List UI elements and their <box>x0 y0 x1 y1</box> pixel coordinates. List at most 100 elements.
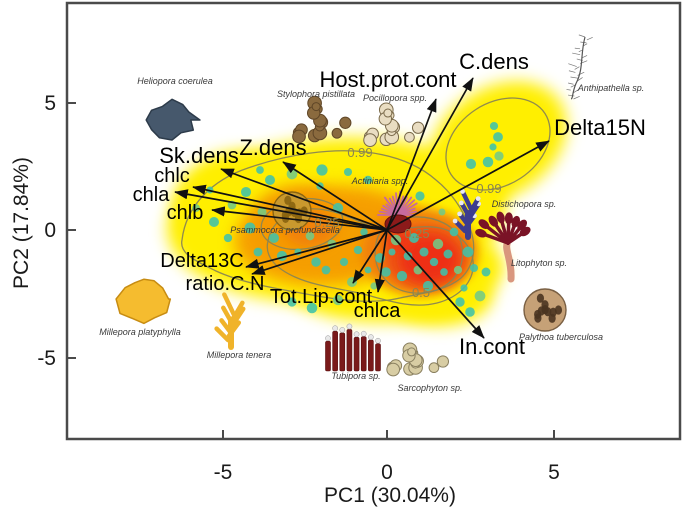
species-label-litophyton-sp: Litophyton sp. <box>511 258 567 268</box>
loading-arrow-Sk.dens <box>220 168 388 231</box>
observation-point <box>462 246 474 258</box>
observation-point <box>268 232 280 244</box>
observation-point <box>306 302 318 314</box>
loading-label-In.cont: In.cont <box>459 334 525 359</box>
y-axis-title: PC2 (17.84%) <box>10 157 33 289</box>
observation-point <box>419 247 429 257</box>
species-label-psammocora-profundacella: Psammocora profundacella <box>230 225 340 235</box>
observation-point <box>253 247 263 257</box>
observation-point <box>264 174 276 186</box>
observation-point <box>489 143 497 151</box>
species-label-sarcophyton-sp: Sarcophyton sp. <box>397 383 462 393</box>
species-pocillopora-spp: Pocillopora spp. <box>363 93 427 147</box>
x-tick-label: -5 <box>214 461 233 484</box>
observation-point <box>403 251 413 261</box>
y-tick-label: 0 <box>44 219 56 242</box>
contour-label-0.25: 0.25 <box>314 215 339 230</box>
species-anthipathella-sp: Anthipathella sp. <box>566 34 645 100</box>
species-label-stylophora-pistillata: Stylophora pistillata <box>277 89 355 99</box>
species-label-millepora-tenera: Millepora tenera <box>207 350 272 360</box>
observation-point <box>443 249 453 259</box>
observation-point <box>432 238 444 250</box>
observation-point <box>460 284 468 292</box>
loading-arrow-C.dens <box>386 77 474 231</box>
observation-point <box>388 248 396 256</box>
observation-point <box>244 222 256 234</box>
species-tubipora-sp: Tubipora sp. <box>325 323 381 381</box>
axes-layer: -5 0 5 5 0 -5 <box>37 92 560 484</box>
species-illustrations-layer: Heliopora coerulea Stylophora pistillata P… <box>99 34 645 393</box>
observation-point <box>381 267 391 277</box>
observation-point <box>311 257 321 267</box>
observation-point <box>453 265 463 275</box>
loading-label-chlca: chlca <box>354 300 402 322</box>
x-tick-label: 0 <box>381 461 393 484</box>
x-tick-label: 5 <box>548 461 560 484</box>
species-label-tubipora-sp: Tubipora sp. <box>331 371 380 381</box>
loading-arrow-chla <box>174 189 388 231</box>
species-heliopora-coerulea: Heliopora coerulea <box>137 76 213 141</box>
contour-line-0.99 <box>181 150 475 302</box>
species-label-anthipathella-sp: Anthipathella sp. <box>577 83 645 93</box>
observation-point <box>493 132 503 142</box>
observation-point <box>489 121 499 131</box>
observation-point <box>494 151 504 161</box>
species-label-palythoa-tuberculosa: Palythoa tuberculosa <box>519 332 603 342</box>
observation-point <box>339 257 349 267</box>
observation-point <box>440 268 448 276</box>
observation-point <box>481 267 491 277</box>
observation-point <box>465 158 477 170</box>
contour-line-0.99 <box>445 97 551 191</box>
observation-point <box>415 191 425 201</box>
loading-label-Sk.dens: Sk.dens <box>159 143 239 168</box>
species-millepora-tenera: Millepora tenera <box>207 292 272 360</box>
observation-point <box>360 228 368 236</box>
observation-point <box>287 297 297 307</box>
loading-arrow-Delta15N <box>386 140 550 231</box>
observation-point <box>343 167 353 177</box>
loading-arrow-Tot.Lip.cont <box>352 229 388 284</box>
species-label-millepora-platyphylla: Millepora platyphylla <box>99 327 181 337</box>
observation-point <box>240 186 252 198</box>
observation-point <box>409 233 419 243</box>
loading-label-Z.dens: Z.dens <box>239 135 306 160</box>
loading-arrow-ratio.C.N <box>251 229 388 275</box>
x-axis-title: PC1 (30.04%) <box>324 484 456 507</box>
loading-label-Delta15N: Delta15N <box>554 115 646 140</box>
contour-label-0.25: 0.25 <box>404 226 429 241</box>
observation-point <box>305 231 315 241</box>
contour-line-0.5 <box>266 208 474 306</box>
loading-label-ratio.C.N: ratio.C.N <box>186 273 265 295</box>
y-tick-label: 5 <box>44 92 56 115</box>
species-litophyton-sp: Litophyton sp. <box>475 211 567 283</box>
observation-point <box>422 280 434 292</box>
loading-arrow-chlca <box>374 229 388 293</box>
observation-point <box>316 164 328 176</box>
loading-arrows-layer <box>174 77 550 339</box>
observation-point <box>364 266 372 274</box>
observation-point <box>223 233 233 243</box>
loading-arrow-Delta13C <box>245 229 388 269</box>
observation-point <box>256 166 264 174</box>
species-millepora-platyphylla: Millepora platyphylla <box>99 278 181 337</box>
loading-arrow-In.cont <box>386 229 485 339</box>
species-label-distichopora-sp: Distichopora sp. <box>492 199 557 209</box>
contour-label-0.5: 0.5 <box>412 285 430 300</box>
loading-arrow-Host.prot.cont <box>386 98 437 231</box>
observation-point <box>474 290 486 302</box>
observation-point <box>449 227 459 237</box>
loading-arrow-chlc <box>192 184 388 231</box>
loading-label-chlb: chlb <box>167 202 204 224</box>
observation-point <box>465 307 475 317</box>
observation-point <box>469 263 479 273</box>
loading-label-Host.prot.cont: Host.prot.cont <box>320 67 457 92</box>
species-label-heliopora-coerulea: Heliopora coerulea <box>137 76 213 86</box>
species-distichopora-sp: Distichopora sp. <box>452 189 557 240</box>
loading-arrow-Z.dens <box>282 161 388 231</box>
contour-label-0.99: 0.99 <box>476 181 501 196</box>
observation-point <box>429 257 439 267</box>
observation-point <box>332 294 344 306</box>
